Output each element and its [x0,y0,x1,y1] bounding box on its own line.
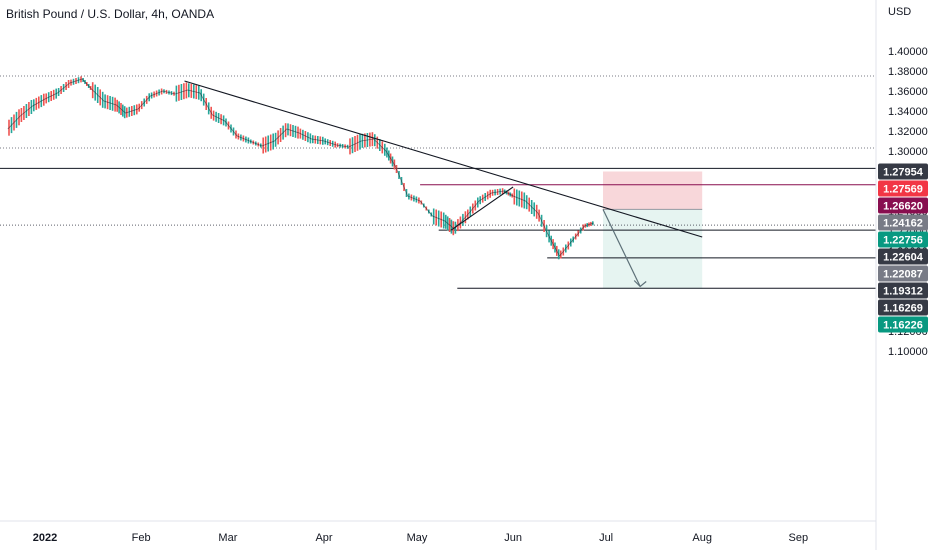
price-badge-label: 1.26620 [883,200,923,212]
price-badge [878,316,928,333]
price-badge [878,282,928,299]
price-badge-label: 1.22604 [883,251,924,263]
stop-loss-zone [603,171,703,210]
price-badge-label: 1.24162 [883,217,923,229]
price-badge-label: 1.27954 [883,166,924,178]
y-tick-label: 1.32000 [888,126,928,138]
x-tick-label: Sep [789,532,809,544]
x-tick-label: Apr [315,532,332,544]
price-badge [878,214,928,231]
price-badge-label: 1.19312 [883,285,923,297]
price-badge [878,197,928,214]
price-badge-label: 1.16269 [883,302,923,314]
price-badge-label: 1.22756 [883,234,923,246]
chart-title: British Pound / U.S. Dollar, 4h, OANDA [6,7,215,21]
price-labels: 1.27954 1.27569 1.26620 1.24162 1.22756 1.226… [878,163,928,333]
y-tick-label: 1.38000 [888,66,928,78]
x-tick-label: Jul [599,532,613,544]
x-tick-label: 2022 [33,532,57,544]
y-tick-label: 1.40000 [888,46,928,58]
price-badge [878,180,928,197]
price-badge [878,299,928,316]
price-badge-label: 1.16226 [883,319,923,331]
price-badge [878,231,928,248]
price-badge-label: 1.22087 [883,268,923,280]
currency-label: USD [888,6,912,18]
take-profit-zone [603,209,703,289]
projection-arrowhead [633,280,647,288]
trendline [184,80,703,238]
price-badge [878,163,928,180]
y-tick-label: 1.36000 [888,86,928,98]
projection-arrow [602,209,641,287]
y-tick-label: 1.30000 [888,146,928,158]
trendline [450,186,514,231]
price-badge [878,248,928,265]
trendlines [184,80,703,288]
price-badge-label: 1.27569 [883,183,923,195]
y-tick-label: 1.34000 [888,106,928,118]
x-tick-label: Aug [692,532,712,544]
price-badge [878,265,928,282]
x-tick-label: Feb [132,532,151,544]
time-axis[interactable]: 2022 Feb Mar Apr May Jun Jul Aug Sep [33,532,808,544]
x-tick-label: Jun [504,532,522,544]
x-tick-label: Mar [218,532,237,544]
price-line [7,78,594,257]
y-tick-label: 1.10000 [888,346,928,358]
x-tick-label: May [407,532,428,544]
